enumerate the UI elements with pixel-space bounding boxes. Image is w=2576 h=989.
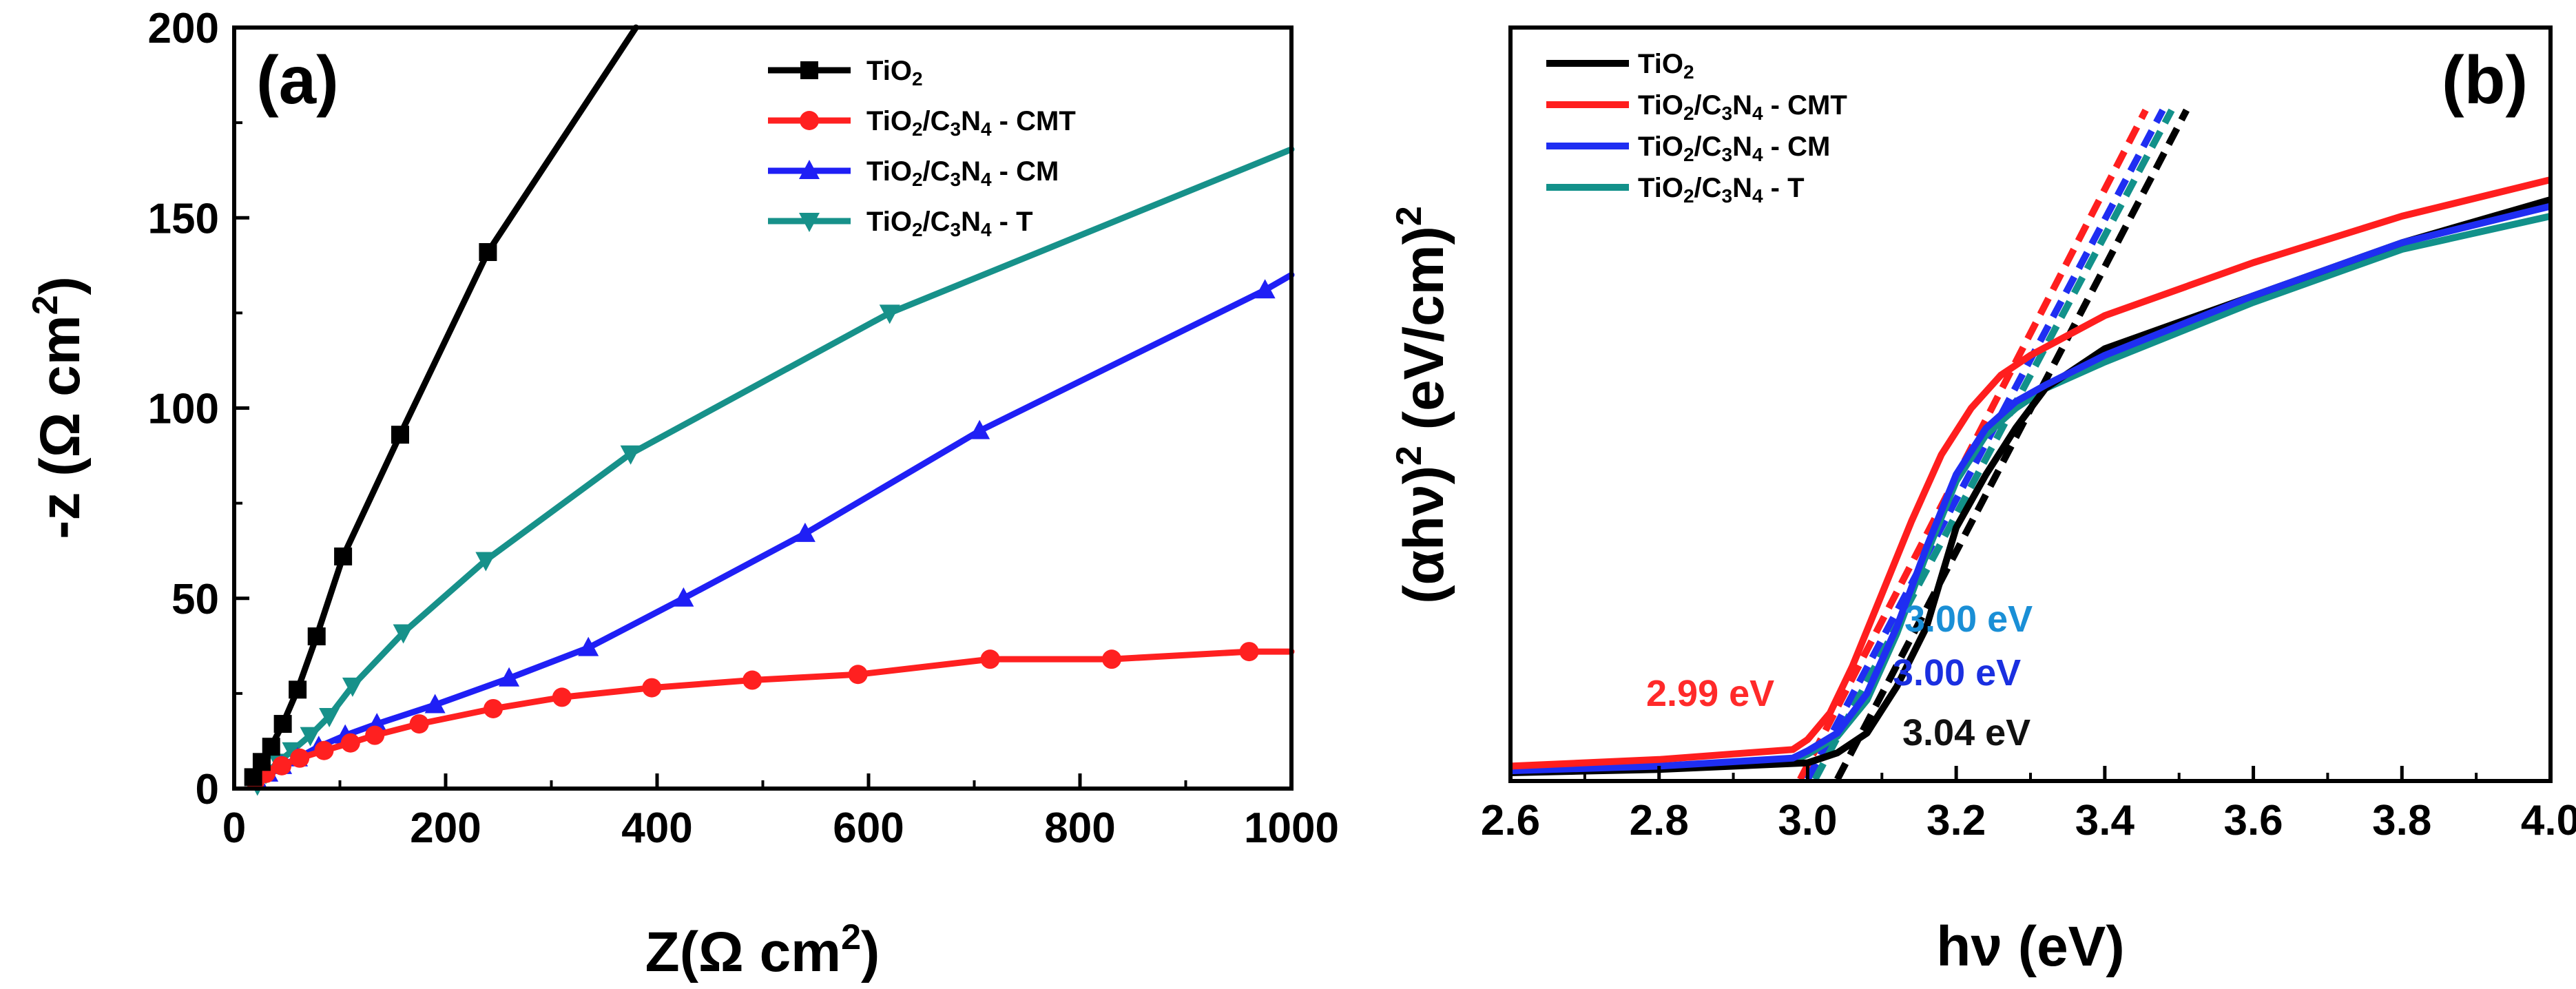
a-point-t [620,445,641,465]
a-point-cmt [340,733,360,753]
a-point-tio2 [307,627,326,645]
b-x-tick-label: 2.6 [1481,797,1540,844]
a-legend-marker-cm [799,160,820,179]
a-point-cm [1254,279,1276,299]
a-legend-marker-tio2 [800,61,818,79]
a-x-tick-label: 600 [833,804,904,852]
bandgap-annotation-tio2: 3.04 eV [1902,712,2030,753]
b-fit-line-t [1811,108,2175,781]
a-x-tick-label: 400 [621,804,692,852]
a-y-tick-label: 0 [196,766,219,813]
a-point-cm [969,419,990,439]
a-point-cm [424,694,446,714]
b-fit-line-cmt [1797,108,2149,781]
b-legend-label-cm: TiO2/C3N4 - CM [1638,132,1830,165]
b-fit-line-cm [1805,108,2166,781]
b-legend-label-cmt: TiO2/C3N4 - CMT [1638,90,1847,124]
a-point-cmt [848,665,868,685]
a-point-t [282,742,303,762]
panel-b-legend: TiO2 TiO2/C3N4 - CMT TiO2/C3N4 - CM TiO2/C3… [1546,49,1847,207]
b-legend-label-t: TiO2/C3N4 - T [1638,173,1805,207]
b-x-tick-label: 2.8 [1630,797,1689,844]
panel-a-y-axis-title: -z (Ω cm2) [25,276,92,539]
panel-b-ticks: 2.6 2.8 3.0 3.2 3.4 3.6 3.8 4.0 [1481,766,2576,844]
a-point-tio2 [252,753,271,771]
a-point-cmt [314,740,334,760]
b-x-tick-label: 4.0 [2521,797,2576,844]
a-x-tick-label: 200 [410,804,481,852]
a-point-cmt [272,756,292,775]
a-point-t [475,552,497,572]
a-y-tick-label: 200 [148,5,219,52]
a-x-tick-label: 800 [1044,804,1115,852]
a-y-tick-label: 100 [148,386,219,433]
b-x-tick-label: 3.0 [1778,797,1837,844]
panel-a-label: (a) [256,42,339,118]
a-point-cmt [484,698,503,718]
a-x-tick-label: 0 [222,804,246,852]
bandgap-annotation-cmt: 2.99 eV [1646,673,1774,714]
panel-a-series-group [244,24,1295,796]
a-point-tio2 [334,547,353,565]
b-x-tick-label: 3.6 [2223,797,2283,844]
a-legend-label-t: TiO2/C3N4 - T [866,207,1033,240]
a-point-cm [794,522,816,542]
a-point-cmt [290,748,310,768]
bandgap-annotation-t: 3.00 eV [1904,598,2033,640]
a-point-tio2 [273,715,292,733]
a-legend-marker-cmt [800,111,819,130]
a-point-tio2 [262,738,280,756]
a-point-cm [578,636,599,656]
panel-b-tauc-plot: 2.6 2.8 3.0 3.2 3.4 3.6 3.8 4.0 (b) TiO2 TiO2/C3… [1389,25,2576,978]
a-point-t [319,708,340,728]
a-point-cmt [1102,649,1122,669]
b-fit-line-tio2 [1834,108,2190,781]
panel-a-legend: TiO2 TiO2/C3N4 - CMT TiO2/C3N4 - CM TiO2/C3… [768,56,1076,240]
a-point-t [879,304,900,324]
a-y-tick-label: 150 [148,195,219,242]
panel-b-label: (b) [2442,42,2528,118]
panel-b-y-axis-title: (αhν)2 (eV/cm)2 [1389,206,1455,604]
a-point-t [300,727,321,747]
a-point-tio2 [391,426,409,444]
panel-b-x-axis-title: hν (eV) [1936,915,2124,978]
b-x-tick-label: 3.4 [2075,797,2135,844]
a-point-cmt [642,678,662,698]
panel-b-series-group [1510,108,2551,781]
a-legend-label-cm: TiO2/C3N4 - CM [866,156,1059,190]
a-point-t [342,677,363,697]
a-point-tio2 [244,768,262,787]
b-series-line-cm [1510,202,2551,775]
a-point-cmt [980,649,1000,669]
a-point-cmt [742,670,762,690]
a-point-cmt [409,714,429,734]
panel-a-x-axis-title: Z(Ω cm2) [645,917,880,983]
bandgap-annotation-cm: 3.00 eV [1893,652,2021,694]
a-x-tick-label: 1000 [1244,804,1339,852]
b-x-tick-label: 3.2 [1926,797,1986,844]
b-x-tick-label: 3.8 [2372,797,2431,844]
a-y-tick-label: 50 [172,576,219,623]
a-point-cmt [552,687,572,707]
a-legend-marker-t [799,213,820,232]
a-legend-label-cmt: TiO2/C3N4 - CMT [866,106,1076,140]
a-legend-label-tio2: TiO2 [866,56,923,90]
a-point-t [393,624,414,644]
panel-a-ticks: 0 200 400 600 800 1000 0 50 100 150 200 [148,5,1339,852]
a-point-tio2 [479,242,497,261]
a-point-cm [673,587,694,607]
a-point-tio2 [289,680,307,699]
a-point-cmt [365,725,385,745]
a-point-cm [499,667,520,687]
b-legend-label-tio2: TiO2 [1638,49,1694,83]
a-point-cmt [1239,642,1259,662]
b-series-line-cmt [1510,176,2551,770]
